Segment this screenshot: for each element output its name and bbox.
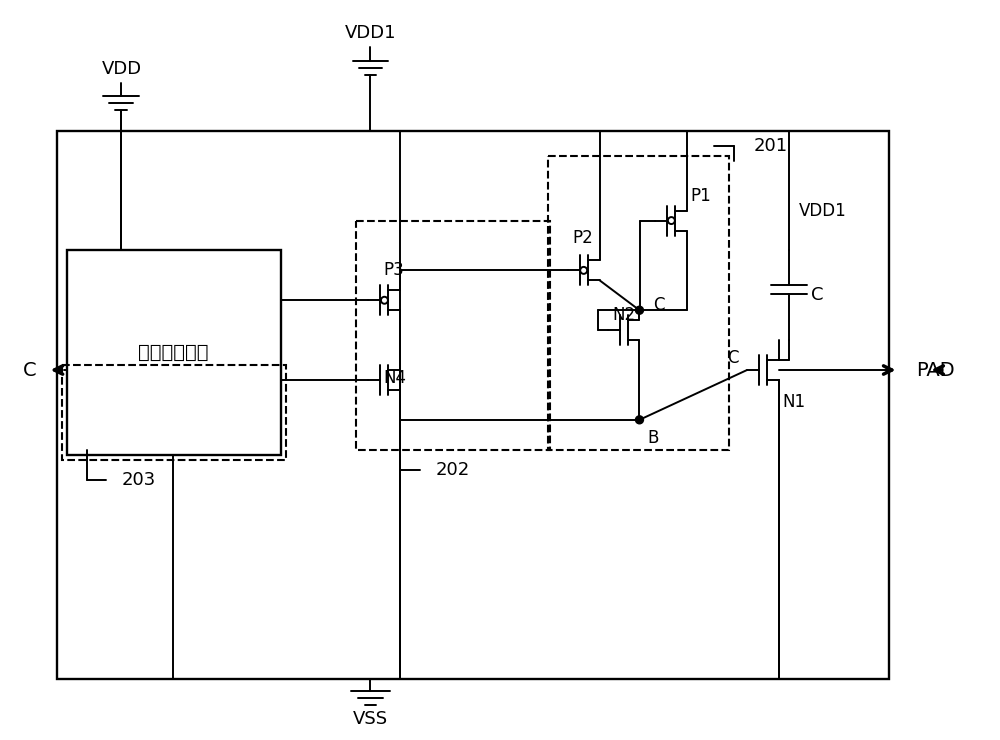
Text: C: C (23, 360, 37, 380)
Text: VDD1: VDD1 (345, 24, 396, 42)
Text: P1: P1 (690, 186, 711, 205)
Bar (62, 365, 286, 460)
Text: 201: 201 (754, 137, 788, 155)
Bar (57, 131, 889, 679)
Text: N1: N1 (782, 393, 805, 411)
Text: VSS: VSS (353, 710, 388, 727)
Bar (67, 250, 281, 454)
Bar (548, 156, 729, 450)
Text: 203: 203 (121, 471, 156, 488)
Bar (356, 221, 550, 450)
Text: B: B (647, 428, 659, 447)
Text: VDD: VDD (101, 60, 141, 78)
Text: 电平转换单元: 电平转换单元 (138, 343, 208, 362)
Text: VDD1: VDD1 (799, 201, 847, 220)
Text: P2: P2 (573, 229, 593, 247)
Circle shape (635, 416, 643, 424)
Text: P3: P3 (383, 261, 404, 280)
Text: C: C (811, 286, 823, 304)
Text: N2: N2 (613, 306, 636, 324)
Text: N4: N4 (383, 369, 406, 387)
Circle shape (635, 306, 643, 314)
Text: C: C (653, 296, 665, 314)
Text: C: C (728, 349, 739, 367)
Text: PAD: PAD (916, 360, 955, 380)
Text: 202: 202 (435, 460, 469, 479)
